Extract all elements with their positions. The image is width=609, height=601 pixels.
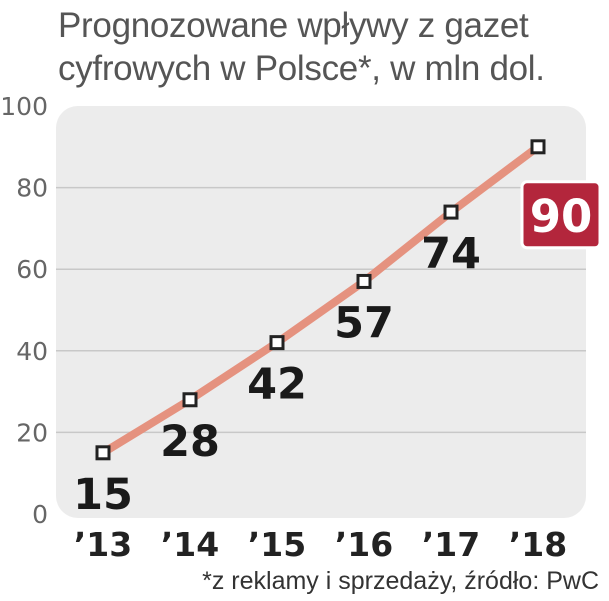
data-point	[182, 392, 198, 408]
footnote: *z reklamy i sprzedaży, źródło: PwC	[202, 567, 599, 595]
y-axis-ticks: 0 20 40 60 80 100	[0, 92, 48, 529]
x-tick-label: ’17	[422, 525, 480, 564]
data-labels: 15 28 42 57 74 90	[73, 180, 602, 520]
y-tick-label-40: 40	[16, 337, 48, 366]
y-tick-label-80: 80	[16, 174, 48, 203]
x-axis-ticks: ’13 ’14 ’15 ’16 ’17 ’18	[74, 525, 567, 564]
data-point	[443, 204, 459, 220]
data-label: 28	[160, 417, 220, 467]
y-tick-label-0: 0	[32, 500, 48, 529]
x-tick-label: ’15	[248, 525, 306, 564]
data-point	[269, 335, 285, 351]
data-label: 15	[73, 470, 133, 520]
data-label: 57	[334, 298, 394, 348]
data-point	[95, 445, 111, 461]
y-tick-label-20: 20	[16, 418, 48, 447]
title-line-2: cyfrowych w Polsce*, w mln dol.	[58, 49, 545, 88]
highlight-label-box	[520, 180, 602, 250]
title-line-1: Prognozowane wpływy z gazet	[58, 6, 529, 45]
data-label-highlight: 90	[530, 190, 593, 243]
x-tick-label: ’14	[161, 525, 219, 564]
series-line-group	[99, 142, 542, 457]
data-points	[95, 139, 546, 461]
y-tick-label-60: 60	[16, 255, 48, 284]
series-line	[99, 142, 542, 457]
x-tick-label: ’13	[74, 525, 132, 564]
chart-title: Prognozowane wpływy z gazet cyfrowych w …	[58, 4, 603, 90]
data-label: 42	[247, 360, 307, 410]
x-tick-label: ’16	[335, 525, 393, 564]
data-point	[530, 139, 546, 155]
x-tick-label: ’18	[509, 525, 567, 564]
data-label: 74	[421, 229, 481, 279]
data-point	[356, 273, 372, 289]
gridlines	[56, 186, 586, 434]
y-tick-label-100: 100	[0, 92, 48, 121]
